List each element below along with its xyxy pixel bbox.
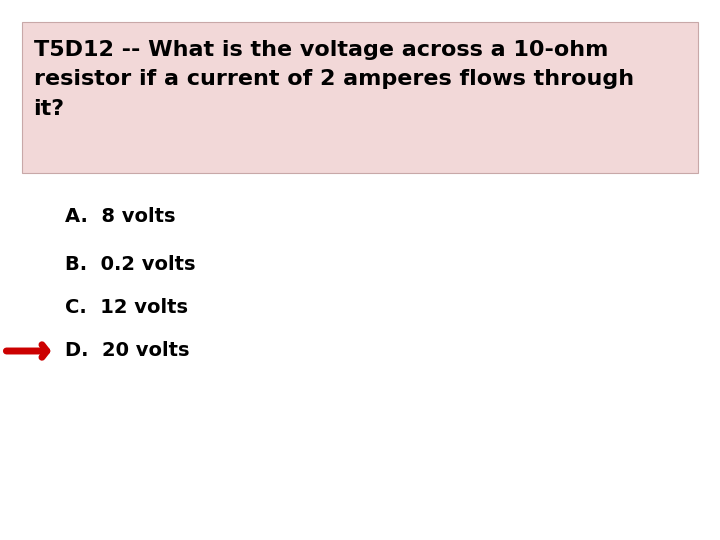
Text: D.  20 volts: D. 20 volts (65, 341, 189, 361)
Text: T5D12 -- What is the voltage across a 10-ohm
resistor if a current of 2 amperes : T5D12 -- What is the voltage across a 10… (34, 39, 634, 119)
FancyBboxPatch shape (22, 22, 698, 173)
Text: A.  8 volts: A. 8 volts (65, 206, 175, 226)
Text: B.  0.2 volts: B. 0.2 volts (65, 255, 195, 274)
Text: C.  12 volts: C. 12 volts (65, 298, 188, 318)
